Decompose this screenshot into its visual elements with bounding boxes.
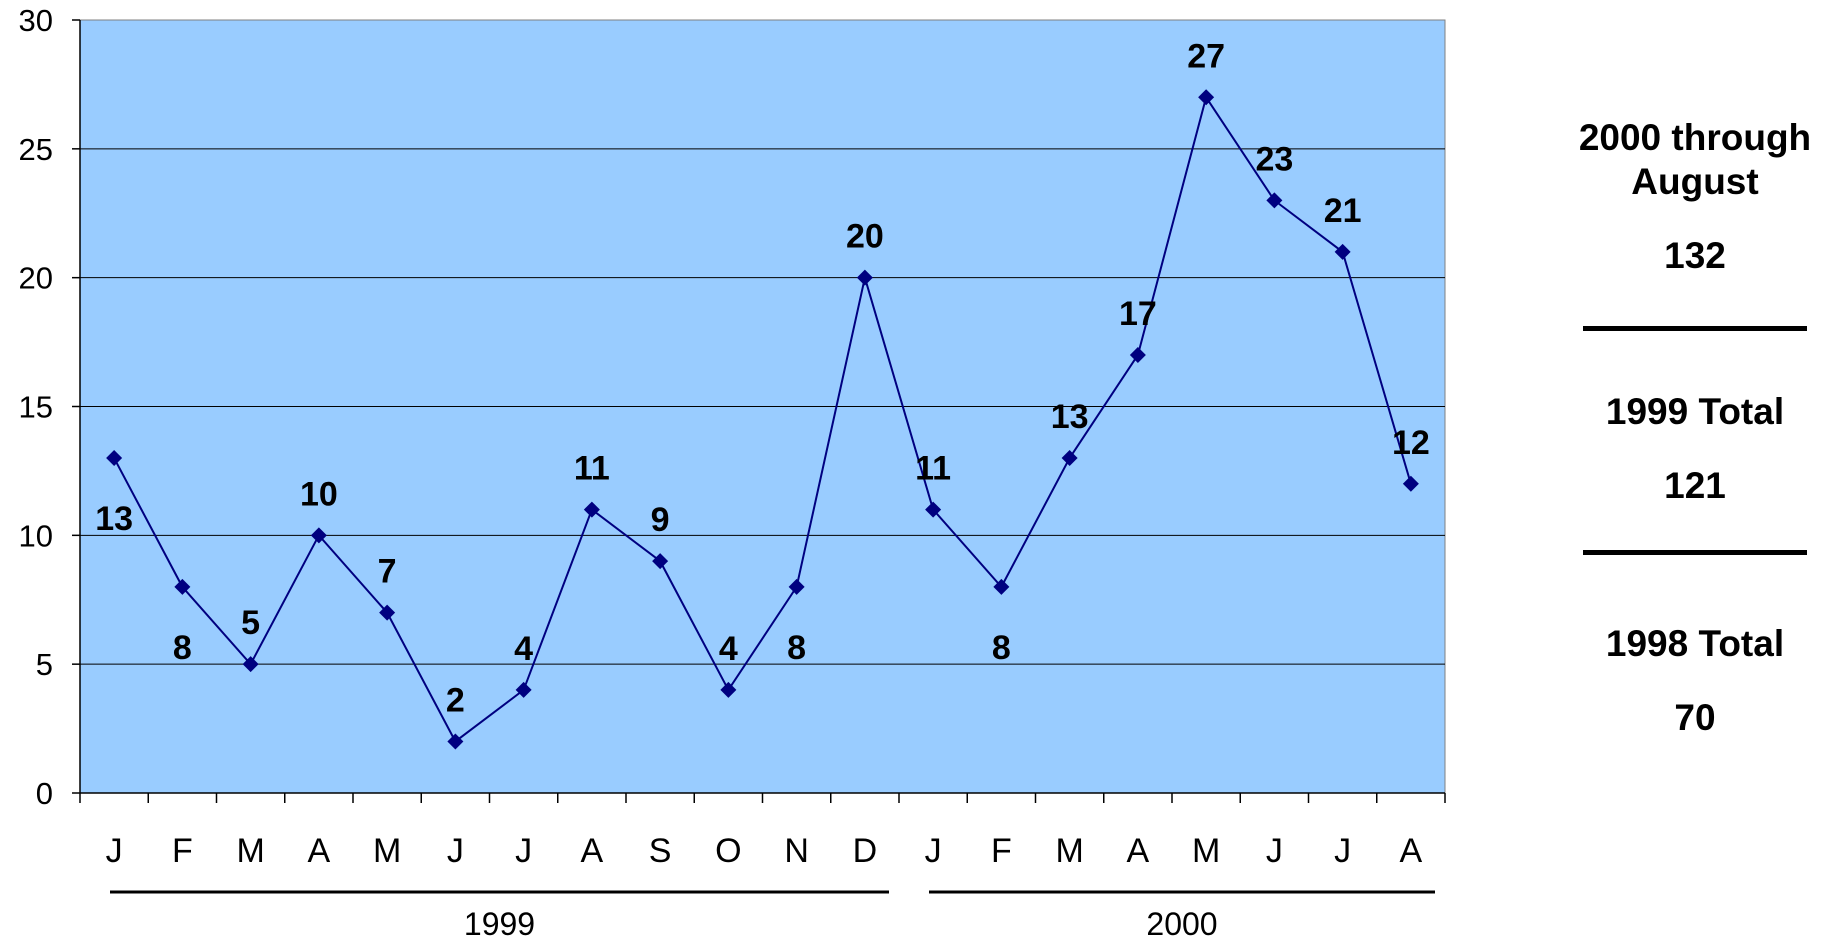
x-tick-label: J [106, 832, 123, 870]
data-label: 21 [1324, 192, 1362, 230]
data-label: 8 [992, 629, 1011, 667]
x-tick-label: M [1192, 832, 1220, 870]
data-point [106, 450, 123, 467]
x-tick-label: M [1055, 832, 1083, 870]
summary-2000-value: 132 [1664, 235, 1726, 276]
summary-divider-2 [1583, 550, 1807, 555]
summary-2000-title-line-1: 2000 through [1578, 117, 1812, 158]
x-tick-label: A [308, 832, 331, 870]
data-label: 5 [241, 604, 260, 642]
year-label: 2000 [1146, 906, 1217, 941]
x-tick-label: A [581, 832, 604, 870]
data-point [310, 527, 327, 544]
summary-2000: 2000 through August 132 [1565, 116, 1825, 278]
data-label: 23 [1255, 140, 1293, 178]
data-point [1061, 450, 1078, 467]
data-label: 27 [1187, 37, 1225, 75]
data-label: 13 [95, 500, 133, 538]
data-point [856, 269, 873, 286]
x-tick-label: M [236, 832, 264, 870]
summary-1998-value: 70 [1674, 697, 1716, 738]
summary-1999-title: 1999 Total [1605, 391, 1785, 432]
summary-1998-title: 1998 Total [1605, 623, 1785, 664]
data-label: 4 [514, 630, 533, 668]
data-point [174, 578, 191, 595]
x-tick-label: A [1400, 832, 1423, 870]
x-tick-label: S [649, 832, 672, 870]
y-tick-label: 15 [19, 390, 53, 425]
data-point [1402, 475, 1419, 492]
data-label: 12 [1392, 424, 1430, 462]
data-label: 9 [651, 501, 670, 539]
data-label: 11 [915, 450, 951, 488]
data-label: 11 [574, 450, 610, 488]
summary-divider-1 [1583, 326, 1807, 331]
data-point [1198, 89, 1215, 106]
x-tick-label: M [373, 832, 401, 870]
data-point [652, 553, 669, 570]
data-label: 2 [446, 681, 465, 719]
x-tick-label: J [1266, 832, 1283, 870]
data-label: 7 [378, 553, 397, 591]
y-tick-label: 0 [36, 776, 53, 811]
x-tick-label: F [991, 832, 1012, 870]
data-point [379, 604, 396, 621]
data-label: 20 [846, 218, 884, 256]
y-tick-label: 25 [19, 132, 53, 167]
data-label: 8 [173, 629, 192, 667]
data-point [583, 501, 600, 518]
y-tick-label: 30 [19, 3, 53, 38]
y-tick-label: 5 [36, 647, 53, 682]
data-label: 8 [787, 629, 806, 667]
data-point [1334, 243, 1351, 260]
x-tick-label: J [515, 832, 532, 870]
data-point [447, 733, 464, 750]
x-tick-label: A [1127, 832, 1150, 870]
data-label: 10 [300, 475, 338, 513]
data-point [993, 578, 1010, 595]
x-tick-label: J [1334, 832, 1351, 870]
year-label: 1999 [464, 906, 535, 941]
data-point [242, 656, 259, 673]
data-label: 4 [719, 630, 738, 668]
summary-1998: 1998 Total 70 [1565, 622, 1825, 740]
x-tick-label: O [715, 832, 741, 870]
data-point [1266, 192, 1283, 209]
data-label: 13 [1051, 398, 1089, 436]
data-point [788, 578, 805, 595]
series-line [113, 94, 1412, 743]
x-tick-label: D [853, 832, 878, 870]
summary-2000-title-line-2: August [1631, 161, 1759, 202]
x-tick-label: N [784, 832, 809, 870]
summary-1999-value: 121 [1664, 465, 1726, 506]
y-tick-label: 10 [19, 518, 53, 553]
y-tick-label: 20 [19, 261, 53, 296]
data-point [515, 681, 532, 698]
x-tick-label: J [925, 832, 942, 870]
data-point [925, 501, 942, 518]
data-point [720, 681, 737, 698]
x-tick-label: F [172, 832, 193, 870]
summary-1999: 1999 Total 121 [1565, 390, 1825, 508]
x-tick-label: J [447, 832, 464, 870]
data-label: 17 [1119, 295, 1157, 333]
data-point [1129, 346, 1146, 363]
